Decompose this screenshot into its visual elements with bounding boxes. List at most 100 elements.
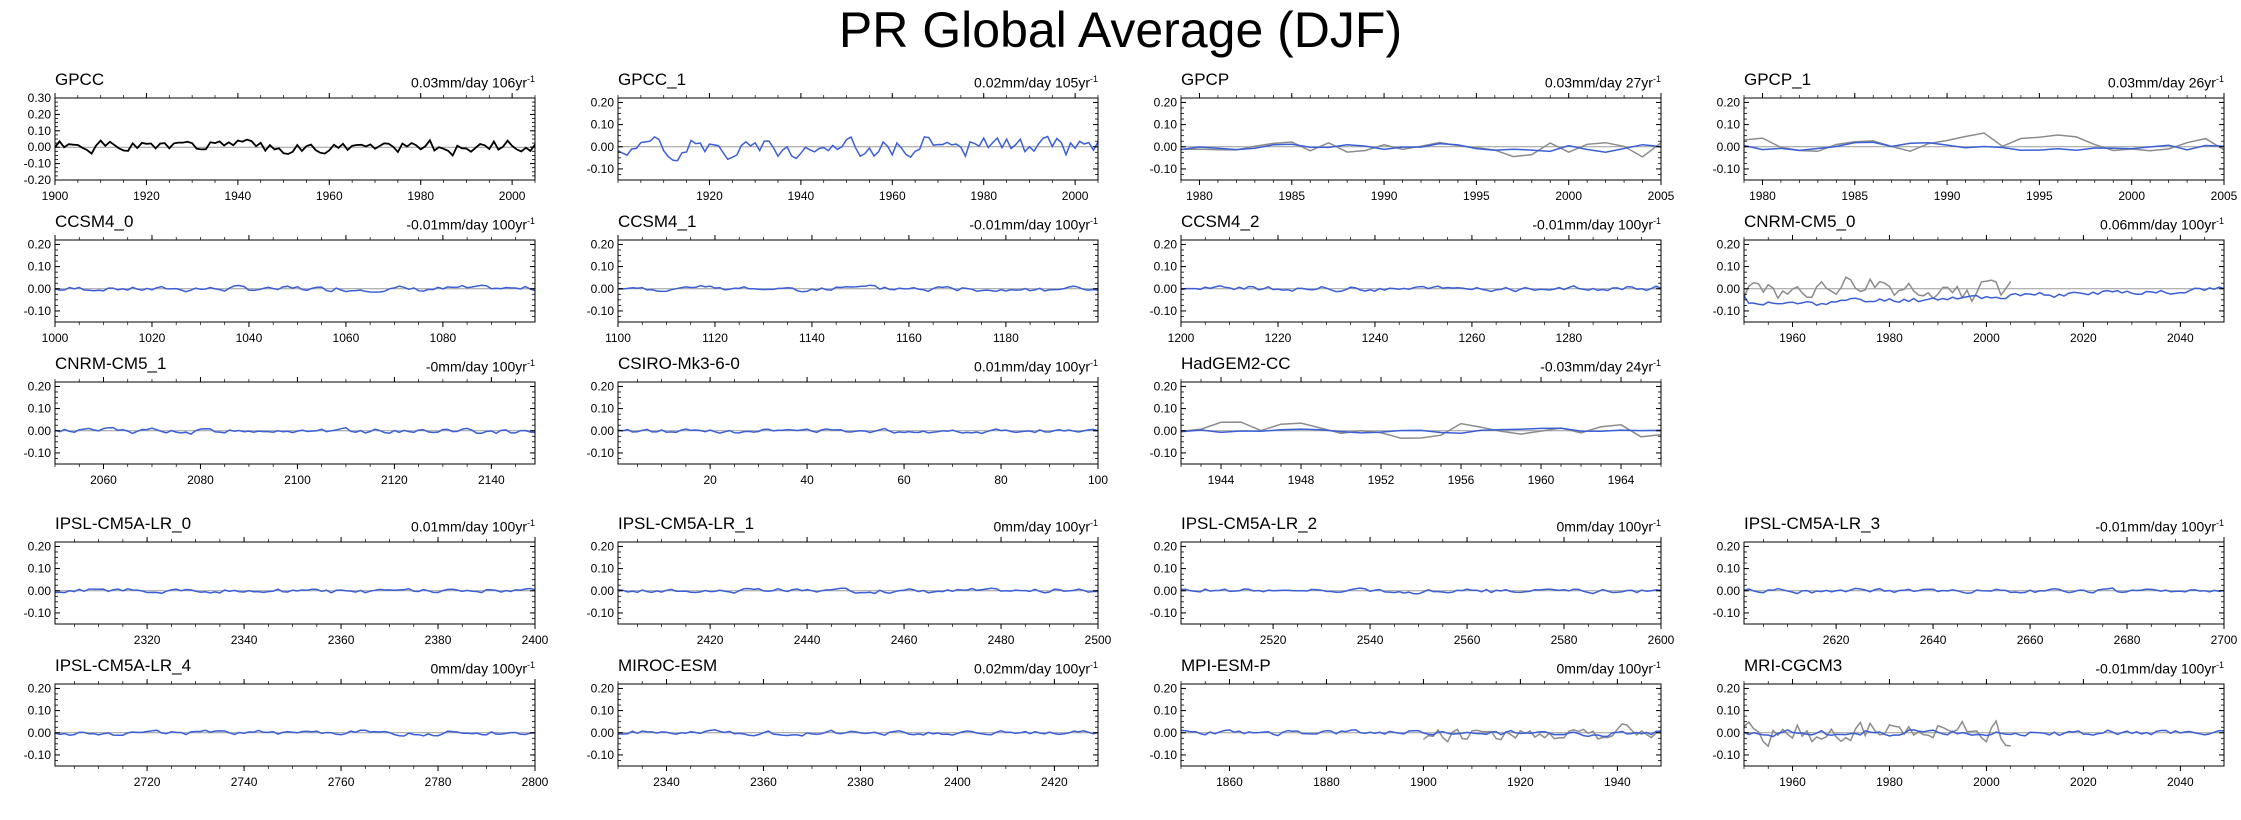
series-line (1743, 719, 2011, 748)
y-tick-label: -0.10 (587, 606, 615, 620)
plot-frame (1180, 683, 1662, 767)
plot-frame (617, 97, 1099, 181)
panel-trend: 0.03mm/day 27yr-1 (1544, 74, 1661, 91)
chart-panel: MPI-ESM-P 0mm/day 100yr-1 -0.10 0.00 0.10 0.2… (1126, 656, 1686, 798)
x-tick-label: 1960 (316, 189, 343, 203)
panel-trend: 0mm/day 100yr-1 (1556, 660, 1662, 677)
series-line (1743, 587, 2225, 595)
panel-title: IPSL-CM5A-LR_4 (55, 656, 192, 675)
plot-area: -0.10 0.00 0.10 0.20 2060 2080 2100 2120 2140 (24, 377, 536, 487)
chart-panel: GPCP_1 0.03mm/day 26yr-1 -0.10 0.00 0.10 0.20… (1689, 70, 2241, 212)
panel-title: CCSM4_1 (618, 212, 697, 231)
y-tick-label: 0.10 (1154, 402, 1178, 416)
x-tick-label: 2040 (2167, 331, 2194, 345)
x-tick-label: 1948 (1288, 473, 1315, 487)
x-tick-label: 1980 (407, 189, 434, 203)
x-tick-label: 1260 (1459, 331, 1486, 345)
x-tick-label: 20 (703, 473, 717, 487)
panel-trend: -0.03mm/day 24yr-1 (1540, 358, 1661, 375)
panel-trend: -0.01mm/day 100yr-1 (1532, 216, 1661, 233)
x-tick-label: 2000 (1062, 189, 1089, 203)
y-tick-label: -0.10 (1713, 606, 1741, 620)
y-tick-label: 0.20 (1154, 379, 1178, 393)
y-tick-label: -0.20 (24, 173, 52, 187)
panel-title: CNRM-CM5_0 (1744, 212, 1856, 231)
x-tick-label: 1964 (1608, 473, 1635, 487)
page-title: PR Global Average (DJF) (838, 2, 1403, 58)
panel-trend: 0.06mm/day 100yr-1 (2100, 216, 2224, 233)
chart-panel: HadGEM2-CC -0.03mm/day 24yr-1 -0.10 0.00 0.1… (1126, 354, 1686, 496)
x-tick-label: 1020 (139, 331, 166, 345)
y-tick-label: 0.00 (1717, 282, 1741, 296)
x-tick-label: 1160 (896, 331, 922, 345)
plot-area: -0.10 0.00 0.10 0.20 1000 1020 1040 1060 1080 (24, 235, 536, 345)
y-tick-label: 0.00 (1717, 584, 1741, 598)
y-tick-label: 0.20 (1717, 95, 1741, 109)
x-tick-label: 2005 (1648, 189, 1675, 203)
series-line (1743, 132, 2225, 153)
x-tick-label: 1995 (1463, 189, 1490, 203)
x-tick-label: 1985 (1841, 189, 1868, 203)
plot-area: -0.10 0.00 0.10 0.20 1960 1980 2000 2020 2040 (1713, 679, 2225, 789)
chart-panel: CCSM4_0 -0.01mm/day 100yr-1 -0.10 0.00 0.10 0… (0, 212, 560, 354)
y-tick-label: -0.10 (24, 157, 52, 171)
panel-title: GPCC_1 (618, 70, 687, 89)
x-tick-label: 2040 (2167, 775, 2194, 789)
panel-trend: 0mm/day 100yr-1 (430, 660, 536, 677)
y-tick-label: 0.20 (28, 681, 52, 695)
x-tick-label: 2600 (1648, 633, 1675, 647)
x-tick-label: 1980 (1876, 331, 1903, 345)
x-tick-label: 2120 (381, 473, 408, 487)
chart-panel: MRI-CGCM3 -0.01mm/day 100yr-1 -0.10 0.00 0.1… (1689, 656, 2241, 798)
chart-panel: IPSL-CM5A-LR_2 0mm/day 100yr-1 -0.10 0.00 0.… (1126, 514, 1686, 656)
x-tick-label: 100 (1088, 473, 1108, 487)
series-line (1422, 723, 1662, 743)
panel-trend: 0mm/day 100yr-1 (1556, 518, 1662, 535)
panel-trend: -0.01mm/day 100yr-1 (2095, 518, 2224, 535)
y-tick-label: 0.10 (1154, 118, 1178, 132)
plot-area: -0.10 0.00 0.10 0.20 2320 2340 2360 2380 2400 (24, 537, 549, 647)
panel-trend: 0.01mm/day 100yr-1 (974, 358, 1098, 375)
plot-frame (1180, 381, 1662, 465)
x-tick-label: 2420 (697, 633, 724, 647)
chart-panel: CNRM-CM5_0 0.06mm/day 100yr-1 -0.10 0.00 0.1… (1689, 212, 2241, 354)
y-tick-label: 0.10 (1154, 260, 1178, 274)
x-tick-label: 2020 (2070, 775, 2097, 789)
y-tick-label: -0.10 (24, 748, 52, 762)
panel-trend: -0.01mm/day 100yr-1 (969, 216, 1098, 233)
x-tick-label: 2700 (2211, 633, 2238, 647)
x-tick-label: 2000 (1555, 189, 1582, 203)
panel-trend: 0.03mm/day 106yr-1 (411, 74, 535, 91)
plot-frame (617, 381, 1099, 465)
panel-title: IPSL-CM5A-LR_0 (55, 514, 192, 533)
panel-title: CNRM-CM5_1 (55, 354, 167, 373)
panel-title: GPCP_1 (1744, 70, 1812, 89)
x-tick-label: 1980 (1876, 775, 1903, 789)
panel-title: GPCC (55, 70, 105, 89)
y-tick-label: 0.10 (1717, 260, 1741, 274)
x-tick-label: 1900 (1410, 775, 1437, 789)
plot-area: -0.10 0.00 0.10 0.20 1920 1940 1960 1980 2000 (587, 93, 1099, 203)
series-line (1743, 276, 2012, 303)
y-tick-label: 0.00 (1154, 140, 1178, 154)
plot-area: -0.10 0.00 0.10 0.20 2420 2440 2460 2480 2500 (587, 537, 1112, 647)
y-tick-label: 0.10 (1717, 562, 1741, 576)
y-tick-label: 0.20 (1717, 539, 1741, 553)
plot-frame (617, 683, 1099, 767)
x-tick-label: 1000 (42, 331, 69, 345)
panel-title: HadGEM2-CC (1181, 354, 1291, 373)
x-tick-label: 2000 (1973, 331, 2000, 345)
x-tick-label: 2340 (653, 775, 680, 789)
y-tick-label: 0.20 (591, 379, 615, 393)
x-tick-label: 2620 (1823, 633, 1850, 647)
chart-panel: IPSL-CM5A-LR_1 0mm/day 100yr-1 -0.10 0.00 0.… (563, 514, 1123, 656)
x-tick-label: 2580 (1551, 633, 1578, 647)
series-line (1181, 587, 1662, 595)
chart-panel: GPCC 0.03mm/day 106yr-1 -0.20 -0.10 0.00 0.10… (0, 70, 560, 212)
x-tick-label: 1920 (133, 189, 160, 203)
y-tick-label: -0.10 (1150, 446, 1178, 460)
plot-frame (1180, 239, 1662, 323)
x-tick-label: 2320 (134, 633, 161, 647)
y-tick-label: -0.10 (24, 304, 52, 318)
y-tick-label: -0.10 (587, 304, 615, 318)
